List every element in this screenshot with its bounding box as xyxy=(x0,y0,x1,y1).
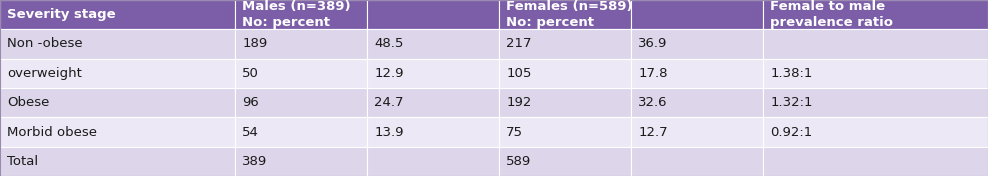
Bar xyxy=(368,29,499,59)
Bar xyxy=(764,88,988,117)
Text: 105: 105 xyxy=(506,67,532,80)
Text: 13.9: 13.9 xyxy=(374,125,404,139)
Text: overweight: overweight xyxy=(7,67,82,80)
Bar xyxy=(499,88,631,117)
Text: Obese: Obese xyxy=(7,96,49,109)
Bar xyxy=(368,88,499,117)
Text: 75: 75 xyxy=(506,125,524,139)
Text: Morbid obese: Morbid obese xyxy=(7,125,97,139)
Text: Female to male
prevalence ratio: Female to male prevalence ratio xyxy=(771,0,893,29)
Bar xyxy=(368,117,499,147)
Bar xyxy=(235,147,368,176)
Bar xyxy=(0,29,235,59)
Text: 50: 50 xyxy=(242,67,259,80)
Text: 48.5: 48.5 xyxy=(374,37,403,51)
Bar xyxy=(764,29,988,59)
Text: 192: 192 xyxy=(506,96,532,109)
Text: Females (n=589)
No: percent: Females (n=589) No: percent xyxy=(506,0,633,29)
Bar xyxy=(499,59,631,88)
Bar xyxy=(0,0,235,29)
Bar xyxy=(631,117,764,147)
Text: 217: 217 xyxy=(506,37,532,51)
Bar xyxy=(631,147,764,176)
Bar xyxy=(368,0,499,29)
Text: 1.32:1: 1.32:1 xyxy=(771,96,813,109)
Bar xyxy=(235,29,368,59)
Bar xyxy=(368,147,499,176)
Bar xyxy=(0,59,235,88)
Bar xyxy=(0,88,235,117)
Bar xyxy=(631,29,764,59)
Text: Non -obese: Non -obese xyxy=(7,37,83,51)
Bar xyxy=(235,0,368,29)
Text: 36.9: 36.9 xyxy=(638,37,668,51)
Text: 389: 389 xyxy=(242,155,268,168)
Bar xyxy=(764,117,988,147)
Bar xyxy=(764,0,988,29)
Text: 24.7: 24.7 xyxy=(374,96,404,109)
Bar xyxy=(764,147,988,176)
Bar xyxy=(235,117,368,147)
Bar xyxy=(499,29,631,59)
Text: 189: 189 xyxy=(242,37,268,51)
Bar xyxy=(0,147,235,176)
Text: 12.7: 12.7 xyxy=(638,125,668,139)
Text: 96: 96 xyxy=(242,96,259,109)
Text: Severity stage: Severity stage xyxy=(7,8,116,21)
Bar xyxy=(631,59,764,88)
Text: 0.92:1: 0.92:1 xyxy=(771,125,813,139)
Bar xyxy=(631,0,764,29)
Text: 32.6: 32.6 xyxy=(638,96,668,109)
Bar xyxy=(499,0,631,29)
Text: 12.9: 12.9 xyxy=(374,67,404,80)
Bar xyxy=(764,59,988,88)
Bar xyxy=(0,117,235,147)
Text: 17.8: 17.8 xyxy=(638,67,668,80)
Bar xyxy=(235,59,368,88)
Text: 589: 589 xyxy=(506,155,532,168)
Text: Total: Total xyxy=(7,155,39,168)
Text: Males (n=389)
No: percent: Males (n=389) No: percent xyxy=(242,0,351,29)
Bar xyxy=(368,59,499,88)
Bar xyxy=(631,88,764,117)
Text: 1.38:1: 1.38:1 xyxy=(771,67,813,80)
Bar xyxy=(499,147,631,176)
Bar xyxy=(499,117,631,147)
Text: 54: 54 xyxy=(242,125,259,139)
Bar xyxy=(235,88,368,117)
